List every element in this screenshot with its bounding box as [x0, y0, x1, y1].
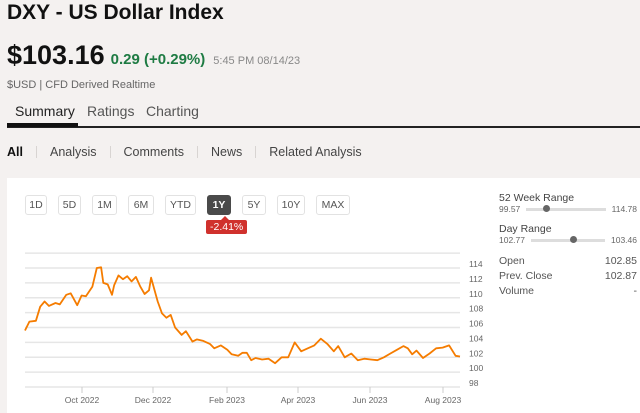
svg-text:98: 98	[469, 378, 479, 388]
week52-track	[526, 205, 606, 212]
key-stats: Open 102.85 Prev. Close 102.87 Volume -	[499, 255, 637, 300]
range-selector: 1D 5D 1M 6M YTD 1Y 5Y 10Y MAX	[25, 195, 361, 215]
range-1m-button[interactable]: 1M	[92, 195, 117, 215]
filter-news[interactable]: News	[210, 145, 243, 159]
index-name: - US Dollar Index	[49, 1, 224, 24]
range-1y-button[interactable]: 1Y	[207, 195, 231, 215]
filter-related-analysis[interactable]: Related Analysis	[269, 145, 362, 159]
week52-high: 114.78	[611, 204, 637, 214]
divider	[109, 146, 111, 158]
stat-label: Prev. Close	[499, 270, 553, 282]
active-tab-indicator	[7, 123, 78, 127]
range-6m-button[interactable]: 6M	[128, 195, 154, 215]
content-filters: All Analysis Comments News Related Analy…	[7, 145, 362, 159]
svg-text:106: 106	[469, 319, 483, 329]
day-marker	[569, 236, 577, 243]
week52-range: 99.57 114.78	[499, 204, 637, 214]
main-tabs: Summary Ratings Charting	[7, 98, 640, 128]
svg-text:Aug 2023: Aug 2023	[425, 395, 462, 405]
day-low: 102.77	[499, 235, 525, 245]
stat-prev-close: Prev. Close 102.87	[499, 270, 637, 285]
stats-panel: 52 Week Range 99.57 114.78 Day Range 102…	[499, 192, 637, 300]
stat-volume: Volume -	[499, 285, 637, 300]
price-chart[interactable]: 98 100 102 104 106 108 110 112 114 Oct 2022 Dec 20…	[7, 178, 487, 413]
svg-text:100: 100	[469, 363, 483, 373]
filter-all[interactable]: All	[7, 145, 23, 159]
divider	[35, 146, 37, 158]
svg-text:108: 108	[469, 304, 483, 314]
stat-value: 102.85	[604, 255, 637, 267]
svg-text:110: 110	[469, 289, 483, 299]
range-1d-button[interactable]: 1D	[25, 195, 47, 215]
stat-value: 102.87	[604, 270, 637, 282]
svg-text:112: 112	[469, 274, 483, 284]
svg-text:Jun 2023: Jun 2023	[353, 395, 388, 405]
svg-text:Dec 2022: Dec 2022	[135, 395, 172, 405]
quote-row: $103.16 0.29 (+0.29%) 5:45 PM 08/14/23	[7, 40, 300, 71]
quote-source: $USD | CFD Derived Realtime	[7, 79, 156, 91]
range-10y-button[interactable]: 10Y	[277, 195, 305, 215]
range-5y-button[interactable]: 5Y	[242, 195, 266, 215]
price-change: 0.29 (+0.29%)	[110, 51, 206, 68]
day-track	[531, 236, 605, 243]
svg-text:Oct 2022: Oct 2022	[65, 395, 100, 405]
svg-text:Apr 2023: Apr 2023	[281, 395, 316, 405]
week52-marker	[542, 205, 550, 212]
tab-charting[interactable]: Charting	[146, 103, 199, 119]
svg-text:Feb 2023: Feb 2023	[209, 395, 245, 405]
day-range-label: Day Range	[499, 223, 552, 235]
tab-ratings[interactable]: Ratings	[87, 103, 135, 119]
stat-open: Open 102.85	[499, 255, 637, 270]
svg-text:104: 104	[469, 333, 483, 343]
range-max-button[interactable]: MAX	[316, 195, 350, 215]
stat-label: Open	[499, 255, 525, 267]
week52-range-label: 52 Week Range	[499, 192, 575, 204]
svg-text:114: 114	[469, 259, 483, 269]
day-range: 102.77 103.46	[499, 235, 637, 245]
week52-low: 99.57	[499, 204, 521, 214]
chart-panel: 1D 5D 1M 6M YTD 1Y 5Y 10Y MAX -2.41% 98 1…	[7, 178, 640, 413]
stat-label: Volume	[499, 285, 535, 297]
quote-timestamp: 5:45 PM 08/14/23	[213, 55, 301, 67]
stat-value: -	[633, 285, 638, 297]
symbol: DXY	[7, 1, 50, 24]
page-title: DXY - US Dollar Index	[7, 1, 224, 25]
day-high: 103.46	[611, 235, 637, 245]
price: $103.16	[7, 40, 105, 70]
tab-summary[interactable]: Summary	[15, 103, 75, 119]
divider	[196, 146, 198, 158]
filter-analysis[interactable]: Analysis	[49, 145, 97, 159]
divider	[255, 146, 257, 158]
range-5d-button[interactable]: 5D	[58, 195, 81, 215]
filter-comments[interactable]: Comments	[123, 145, 184, 159]
range-ytd-button[interactable]: YTD	[165, 195, 196, 215]
performance-badge: -2.41%	[206, 216, 248, 234]
svg-text:102: 102	[469, 348, 483, 358]
